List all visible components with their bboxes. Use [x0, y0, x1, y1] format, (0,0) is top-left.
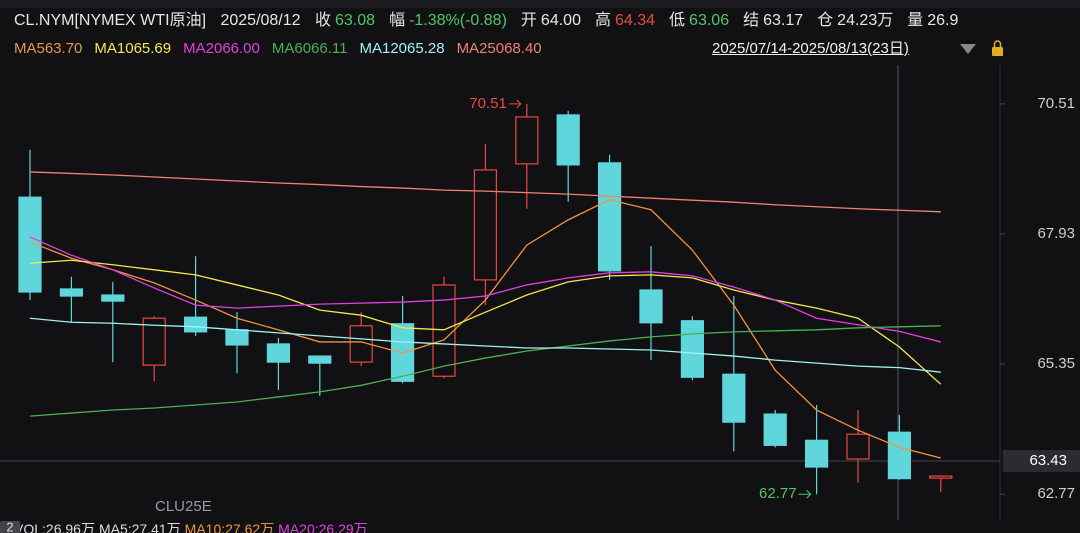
ma-legend: MA563.70 MA1065.69 MA2066.00 MA6066.11 MA120… [14, 38, 554, 60]
legend-name: MA60 [271, 40, 312, 57]
quote-label: 高 [594, 12, 611, 29]
quote-item: 幅 -1.38%(-0.88) [389, 12, 511, 29]
badge [0, 521, 20, 533]
volume-item: MA5:27.41万 [98, 521, 181, 533]
low-label: 62.77 [759, 485, 797, 502]
candle-body [680, 320, 705, 378]
legend-value: 68.40 [504, 40, 542, 57]
quote-value: 26.9 [927, 12, 959, 29]
quote-value: 24.23万 [837, 12, 894, 29]
candle-body [763, 413, 787, 446]
legend-name: MA10 [94, 40, 134, 57]
last-price-label: 63.43 [1029, 452, 1067, 469]
legend-value: 63.70 [44, 40, 83, 57]
legend-name: MA120 [359, 40, 408, 57]
candle-body [225, 329, 249, 346]
quote-item: 仓 24.23万 [817, 12, 897, 29]
quote-item: 结 63.17 [743, 12, 807, 29]
quote-label: 低 [669, 12, 686, 29]
badge-text: 2 [6, 519, 13, 533]
legend-entry: MA1065.69 [94, 40, 171, 57]
legend-entry: MA25068.40 [457, 40, 542, 57]
ma-line [29, 198, 941, 459]
candle-body [266, 343, 290, 363]
last-price-box [1003, 449, 1080, 472]
legend-entry: MA12065.28 [359, 40, 444, 57]
candle-body [101, 294, 125, 302]
quote-value: -1.38%(-0.88) [409, 12, 507, 29]
candle-body [349, 325, 373, 363]
quote-item: 低 63.06 [669, 12, 733, 29]
candle-body [308, 355, 332, 364]
candle-body [184, 316, 208, 333]
ma-line [29, 317, 941, 373]
toolbar-strip [0, 0, 1080, 8]
quote-value: 64.34 [614, 12, 656, 29]
legend-value: 66.00 [222, 40, 260, 57]
candle-body [515, 116, 539, 165]
dropdown-icon[interactable] [960, 44, 976, 54]
candle-body [804, 439, 829, 468]
quote-item: 量 26.9 [907, 12, 962, 29]
candle-body [18, 196, 42, 293]
quote-label: 量 [907, 12, 924, 29]
ma-line [29, 236, 941, 343]
legend-entry: MA6066.11 [272, 40, 348, 57]
candle-body [59, 288, 84, 297]
symbol: CL.NYM[NYMEX WTI原油] [14, 12, 207, 29]
legend-name: MA20 [183, 40, 223, 57]
quote-item: 收 63.08 [315, 12, 379, 29]
date-range[interactable]: 2025/07/14-2025/08/13(23日) [712, 40, 909, 57]
y-tick-label: 70.51 [1037, 95, 1075, 112]
high-label: 70.51 [469, 95, 507, 112]
ma-line [29, 259, 942, 385]
candle-body [929, 475, 953, 479]
y-tick-label: 62.77 [1037, 485, 1075, 502]
quote-label: 仓 [817, 12, 834, 29]
ma-line [29, 171, 941, 213]
quote-value: 63.17 [763, 12, 804, 29]
candle-body [432, 284, 456, 377]
low-arrow [798, 489, 812, 499]
candle-body [556, 114, 580, 166]
high-arrow [508, 99, 522, 109]
candle-body [887, 431, 912, 480]
volume-item: VOL:26.96万 [14, 521, 95, 533]
candle-body [639, 289, 663, 324]
y-tick-label: 67.93 [1037, 225, 1075, 242]
candle-body [473, 169, 497, 281]
quote-header: CL.NYM[NYMEX WTI原油] 2025/08/12 收 63.08 幅 -1… [14, 10, 1080, 32]
volume-item: MA10:27.62万 [184, 521, 275, 533]
contract-label: CLU25E [155, 498, 212, 515]
legend-value: 65.69 [133, 40, 172, 57]
quote-date: 2025/08/12 [220, 12, 301, 29]
volume-legend: VOL:26.96万 MA5:27.41万 MA10:27.62万 MA20:26.2… [14, 520, 372, 533]
quote-label: 幅 [389, 12, 406, 29]
ma-line [29, 325, 941, 417]
quote-value: 64.00 [540, 12, 581, 29]
lock-icon[interactable] [992, 47, 1003, 56]
quote-item: 开 64.00 [521, 12, 585, 29]
quote-label: 开 [520, 12, 537, 29]
quote-label: 结 [743, 12, 760, 29]
lock-shackle [993, 40, 1002, 47]
legend-name: MA250 [456, 40, 505, 57]
candle-body [722, 373, 746, 423]
candle-body [846, 433, 870, 460]
quote-item: 高 64.34 [595, 12, 659, 29]
quote-label: 收 [315, 12, 332, 29]
legend-value: 66.11 [311, 40, 348, 57]
legend-value: 65.28 [407, 40, 445, 57]
y-tick-label: 65.35 [1037, 355, 1075, 372]
volume-item: MA20:26.29万 [278, 521, 368, 533]
legend-entry: MA2066.00 [183, 40, 260, 57]
quote-value: 63.08 [335, 12, 376, 29]
quote-value: 63.06 [689, 12, 730, 29]
candle-body [597, 162, 622, 272]
legend-entry: MA563.70 [14, 40, 82, 57]
legend-name: MA5 [14, 40, 45, 57]
candle-body [142, 317, 166, 366]
